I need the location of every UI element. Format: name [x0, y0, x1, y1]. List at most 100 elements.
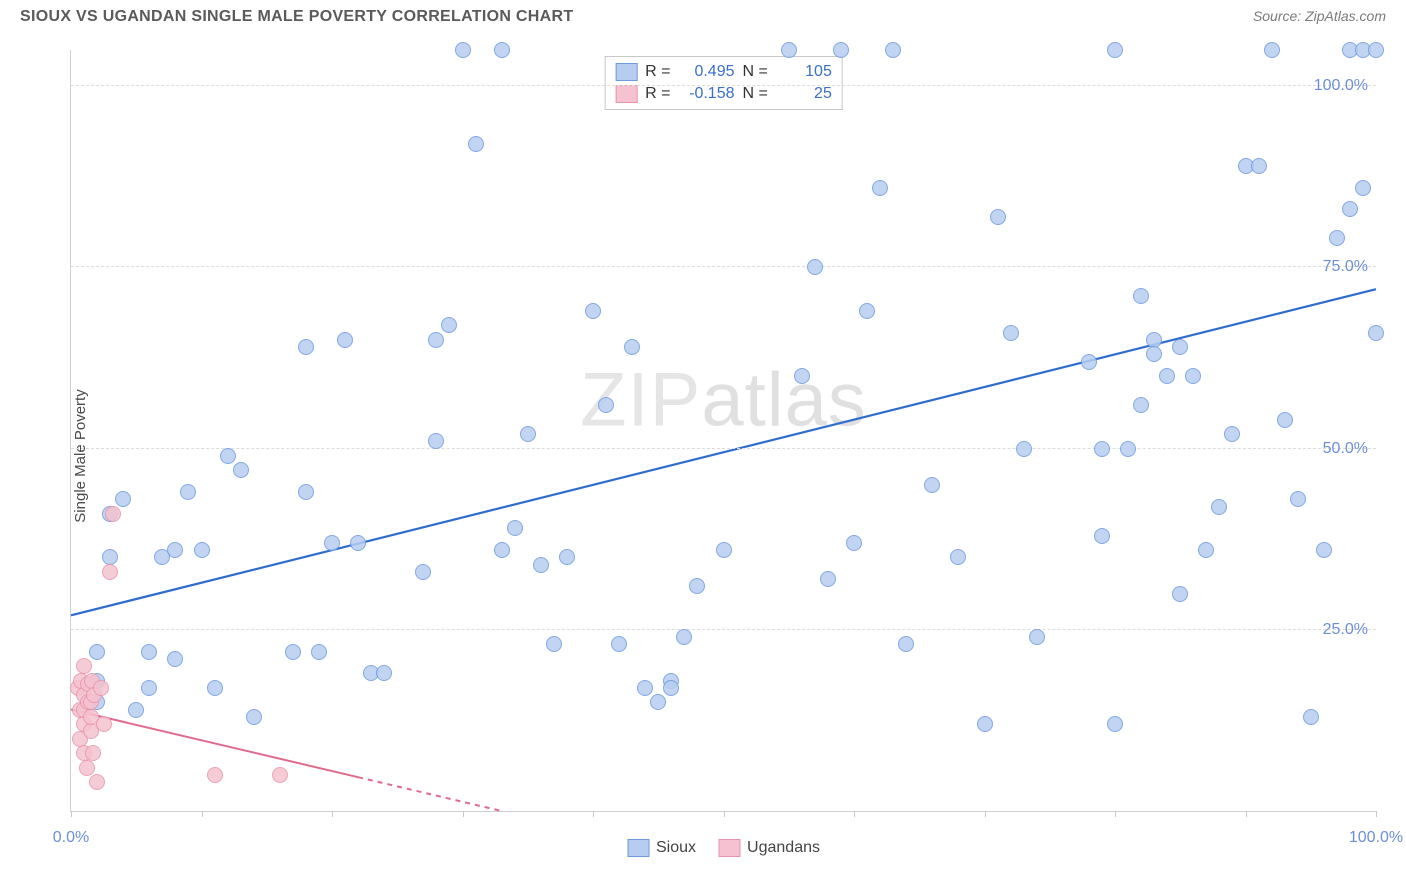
- swatch-ugandans-icon: [718, 839, 740, 857]
- data-point: [207, 680, 223, 696]
- gridline: [71, 266, 1376, 267]
- data-point: [1120, 441, 1136, 457]
- data-point: [1342, 201, 1358, 217]
- data-point: [85, 745, 101, 761]
- data-point: [1316, 542, 1332, 558]
- legend-row-sioux: R = 0.495 N = 105: [615, 61, 832, 83]
- x-tick: [332, 811, 333, 817]
- data-point: [298, 339, 314, 355]
- data-point: [1107, 42, 1123, 58]
- data-point: [1146, 346, 1162, 362]
- data-point: [311, 644, 327, 660]
- data-point: [624, 339, 640, 355]
- gridline: [71, 448, 1376, 449]
- legend-item-sioux: Sioux: [627, 839, 696, 857]
- x-tick: [854, 811, 855, 817]
- data-point: [1264, 42, 1280, 58]
- data-point: [298, 484, 314, 500]
- data-point: [79, 760, 95, 776]
- data-point: [794, 368, 810, 384]
- data-point: [128, 702, 144, 718]
- data-point: [533, 557, 549, 573]
- data-point: [1290, 491, 1306, 507]
- data-point: [924, 477, 940, 493]
- data-point: [285, 644, 301, 660]
- data-point: [637, 680, 653, 696]
- data-point: [1159, 368, 1175, 384]
- data-point: [650, 694, 666, 710]
- data-point: [1016, 441, 1032, 457]
- data-point: [1355, 180, 1371, 196]
- legend-label-ugandans: Ugandans: [747, 839, 820, 857]
- data-point: [141, 680, 157, 696]
- data-point: [1107, 716, 1123, 732]
- data-point: [141, 644, 157, 660]
- data-point: [233, 462, 249, 478]
- n-value-sioux: 105: [776, 63, 832, 81]
- y-tick-label: 75.0%: [1323, 258, 1368, 276]
- data-point: [1029, 629, 1045, 645]
- x-tick: [593, 811, 594, 817]
- data-point: [376, 665, 392, 681]
- data-point: [820, 571, 836, 587]
- data-point: [167, 651, 183, 667]
- data-point: [520, 426, 536, 442]
- data-point: [105, 506, 121, 522]
- x-tick: [985, 811, 986, 817]
- y-tick-label: 100.0%: [1314, 77, 1368, 95]
- data-point: [167, 542, 183, 558]
- gridline: [71, 629, 1376, 630]
- data-point: [89, 774, 105, 790]
- x-tick: [1115, 811, 1116, 817]
- data-point: [1081, 354, 1097, 370]
- data-point: [93, 680, 109, 696]
- legend-label-sioux: Sioux: [656, 839, 696, 857]
- data-point: [415, 564, 431, 580]
- data-point: [1094, 441, 1110, 457]
- data-point: [859, 303, 875, 319]
- data-point: [689, 578, 705, 594]
- data-point: [96, 716, 112, 732]
- correlation-legend: R = 0.495 N = 105 R = -0.158 N = 25: [604, 56, 843, 110]
- data-point: [898, 636, 914, 652]
- data-point: [1133, 397, 1149, 413]
- data-point: [663, 680, 679, 696]
- data-point: [1172, 586, 1188, 602]
- data-point: [350, 535, 366, 551]
- data-point: [1003, 325, 1019, 341]
- data-point: [990, 209, 1006, 225]
- data-point: [246, 709, 262, 725]
- swatch-sioux-icon: [627, 839, 649, 857]
- data-point: [89, 644, 105, 660]
- y-tick-label: 25.0%: [1323, 621, 1368, 639]
- x-tick: [1246, 811, 1247, 817]
- data-point: [977, 716, 993, 732]
- n-value-ugandans: 25: [776, 85, 832, 103]
- data-point: [1368, 42, 1384, 58]
- x-tick-label: 0.0%: [53, 829, 89, 847]
- legend-row-ugandans: R = -0.158 N = 25: [615, 83, 832, 105]
- data-point: [428, 433, 444, 449]
- data-point: [1211, 499, 1227, 515]
- data-point: [546, 636, 562, 652]
- r-value-ugandans: -0.158: [679, 85, 735, 103]
- data-point: [1198, 542, 1214, 558]
- data-point: [781, 42, 797, 58]
- x-tick-label: 100.0%: [1349, 829, 1403, 847]
- data-point: [950, 549, 966, 565]
- swatch-sioux: [615, 63, 637, 81]
- data-point: [833, 42, 849, 58]
- data-point: [676, 629, 692, 645]
- data-point: [716, 542, 732, 558]
- data-point: [207, 767, 223, 783]
- r-label: R =: [645, 63, 670, 81]
- data-point: [272, 767, 288, 783]
- r-label: R =: [645, 85, 670, 103]
- data-point: [1094, 528, 1110, 544]
- data-point: [1303, 709, 1319, 725]
- data-point: [885, 42, 901, 58]
- chart-title: SIOUX VS UGANDAN SINGLE MALE POVERTY COR…: [20, 8, 573, 26]
- data-point: [324, 535, 340, 551]
- x-tick: [724, 811, 725, 817]
- chart-container: Single Male Poverty ZIPatlas R = 0.495 N…: [20, 40, 1386, 872]
